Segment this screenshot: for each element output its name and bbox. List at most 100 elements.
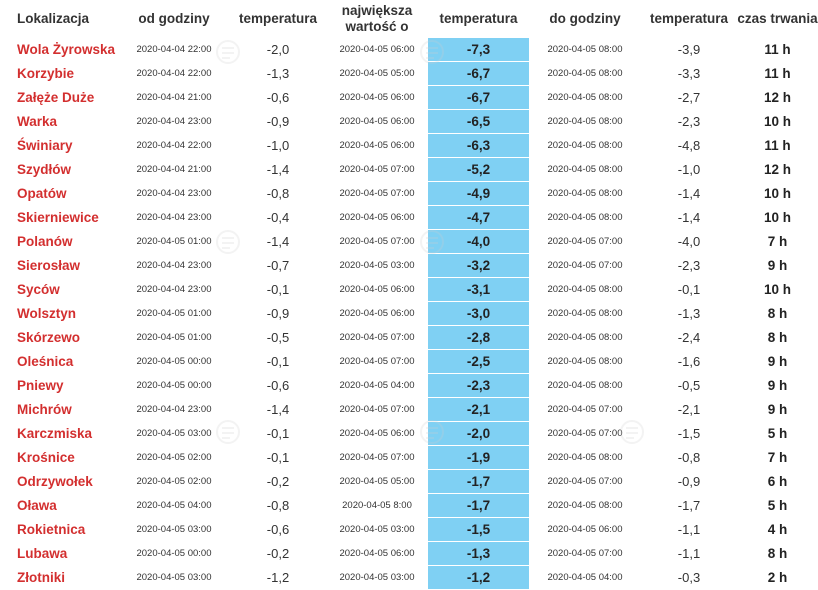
to-hour-cell: 2020-04-05 08:00	[547, 500, 623, 511]
temp-end-cell: -1,4	[677, 210, 701, 225]
table-row: Skierniewice 2020-04-04 23:00 -0,4 2020-04-…	[0, 205, 818, 230]
location-cell: Szydłów	[17, 162, 72, 177]
header-max-value: największa wartość o	[326, 0, 428, 38]
from-hour-cell: 2020-04-05 02:00	[136, 452, 212, 463]
duration-cell: 5 h	[767, 426, 788, 441]
header-location: Lokalizacja	[17, 11, 90, 26]
location-cell: Rokietnica	[17, 522, 86, 537]
from-hour-cell: 2020-04-05 02:00	[136, 476, 212, 487]
to-hour-cell: 2020-04-05 07:00	[547, 404, 623, 415]
table-row: Opatów 2020-04-04 23:00 -0,8 2020-04-05 07:…	[0, 181, 818, 206]
peak-time-cell: 2020-04-05 07:00	[339, 236, 415, 247]
temp-start-cell: -0,5	[266, 330, 290, 345]
header-from-hour: od godziny	[138, 11, 210, 26]
header-temp-start: temperatura	[238, 11, 318, 26]
temp-end-cell: -1,1	[677, 546, 701, 561]
table-row: Karczmiska 2020-04-05 03:00 -0,1 2020-04-05…	[0, 421, 818, 446]
from-hour-cell: 2020-04-04 23:00	[136, 260, 212, 271]
to-hour-cell: 2020-04-05 07:00	[547, 548, 623, 559]
location-cell: Karczmiska	[17, 426, 93, 441]
header-temp-min: temperatura	[439, 11, 518, 26]
temp-start-cell: -1,0	[266, 138, 290, 153]
temp-end-cell: -1,7	[677, 498, 701, 513]
from-hour-cell: 2020-04-05 00:00	[136, 548, 212, 559]
location-cell: Wola Żyrowska	[17, 42, 116, 58]
table-row: Złotniki 2020-04-05 03:00 -1,2 2020-04-05 0…	[0, 565, 818, 590]
temp-start-cell: -0,8	[266, 498, 290, 513]
duration-cell: 8 h	[767, 546, 788, 561]
duration-cell: 10 h	[763, 114, 791, 129]
duration-cell: 10 h	[763, 282, 791, 297]
table-row: Oleśnica 2020-04-05 00:00 -0,1 2020-04-05 0…	[0, 349, 818, 374]
table-row: Sierosław 2020-04-04 23:00 -0,7 2020-04-05 …	[0, 253, 818, 278]
peak-time-cell: 2020-04-05 07:00	[339, 188, 415, 199]
temp-end-cell: -3,3	[677, 66, 701, 81]
peak-time-cell: 2020-04-05 03:00	[339, 260, 415, 271]
temp-start-cell: -0,2	[266, 546, 290, 561]
header-max-value-line2: wartość o	[345, 19, 409, 34]
duration-cell: 7 h	[767, 450, 788, 465]
peak-time-cell: 2020-04-05 06:00	[339, 92, 415, 103]
to-hour-cell: 2020-04-05 08:00	[547, 164, 623, 175]
location-cell: Warka	[17, 114, 58, 129]
from-hour-cell: 2020-04-04 22:00	[136, 140, 212, 151]
table-row: Wola Żyrowska 2020-04-04 22:00 -2,0 2020-04…	[0, 38, 818, 62]
peak-time-cell: 2020-04-05 05:00	[339, 476, 415, 487]
temp-end-cell: -0,9	[677, 474, 701, 489]
duration-cell: 4 h	[767, 522, 788, 537]
duration-cell: 11 h	[764, 138, 791, 153]
table-row: Załęże Duże 2020-04-04 21:00 -0,6 2020-04-0…	[0, 85, 818, 110]
to-hour-cell: 2020-04-05 08:00	[547, 332, 623, 343]
from-hour-cell: 2020-04-04 23:00	[136, 116, 212, 127]
temp-end-cell: -2,7	[677, 90, 701, 105]
peak-temp-cell: -6,7	[428, 85, 529, 110]
to-hour-cell: 2020-04-05 07:00	[547, 428, 623, 439]
from-hour-cell: 2020-04-05 01:00	[136, 236, 212, 247]
duration-cell: 12 h	[763, 162, 791, 177]
to-hour-cell: 2020-04-05 07:00	[547, 476, 623, 487]
location-cell: Skórzewo	[17, 330, 81, 345]
peak-temp-cell: -2,5	[428, 349, 529, 374]
to-hour-cell: 2020-04-05 08:00	[547, 68, 623, 79]
peak-temp-cell: -1,5	[428, 517, 529, 542]
temp-start-cell: -0,1	[266, 282, 290, 297]
to-hour-cell: 2020-04-05 08:00	[547, 212, 623, 223]
peak-time-cell: 2020-04-05 06:00	[339, 212, 415, 223]
duration-cell: 9 h	[767, 378, 788, 393]
peak-time-cell: 2020-04-05 05:00	[339, 68, 415, 79]
peak-time-cell: 2020-04-05 06:00	[339, 140, 415, 151]
location-cell: Pniewy	[17, 378, 64, 393]
table-row: Pniewy 2020-04-05 00:00 -0,6 2020-04-05 04:…	[0, 373, 818, 398]
to-hour-cell: 2020-04-05 08:00	[547, 44, 623, 56]
location-cell: Opatów	[17, 186, 67, 201]
temp-end-cell: -1,3	[677, 306, 701, 321]
peak-time-cell: 2020-04-05 06:00	[339, 308, 415, 319]
to-hour-cell: 2020-04-05 08:00	[547, 452, 623, 463]
temp-start-cell: -1,4	[266, 402, 290, 417]
to-hour-cell: 2020-04-05 08:00	[547, 356, 623, 367]
to-hour-cell: 2020-04-05 08:00	[547, 116, 623, 127]
temp-start-cell: -0,7	[266, 258, 290, 273]
peak-temp-cell: -1,3	[428, 541, 529, 566]
duration-cell: 12 h	[763, 90, 791, 105]
from-hour-cell: 2020-04-05 03:00	[136, 428, 212, 439]
peak-temp-cell: -1,2	[428, 565, 529, 590]
to-hour-cell: 2020-04-05 08:00	[547, 284, 623, 295]
temp-end-cell: -2,3	[677, 114, 701, 129]
location-cell: Wolsztyn	[17, 306, 77, 321]
peak-time-cell: 2020-04-05 07:00	[339, 164, 415, 175]
from-hour-cell: 2020-04-04 21:00	[136, 92, 212, 103]
temp-end-cell: -2,1	[677, 402, 701, 417]
peak-temp-cell: -5,2	[428, 157, 529, 182]
from-hour-cell: 2020-04-04 23:00	[136, 404, 212, 415]
table-body: Wola Żyrowska 2020-04-04 22:00 -2,0 2020-04…	[0, 38, 818, 590]
table-row: Lubawa 2020-04-05 00:00 -0,2 2020-04-05 06:…	[0, 541, 818, 566]
to-hour-cell: 2020-04-05 04:00	[547, 572, 623, 583]
from-hour-cell: 2020-04-04 22:00	[136, 68, 212, 79]
peak-time-cell: 2020-04-05 06:00	[339, 284, 415, 295]
table-row: Wolsztyn 2020-04-05 01:00 -0,9 2020-04-05 0…	[0, 301, 818, 326]
peak-time-cell: 2020-04-05 8:00	[342, 500, 412, 511]
peak-temp-cell: -4,0	[428, 229, 529, 254]
temp-end-cell: -1,1	[677, 522, 701, 537]
location-cell: Złotniki	[17, 570, 65, 585]
